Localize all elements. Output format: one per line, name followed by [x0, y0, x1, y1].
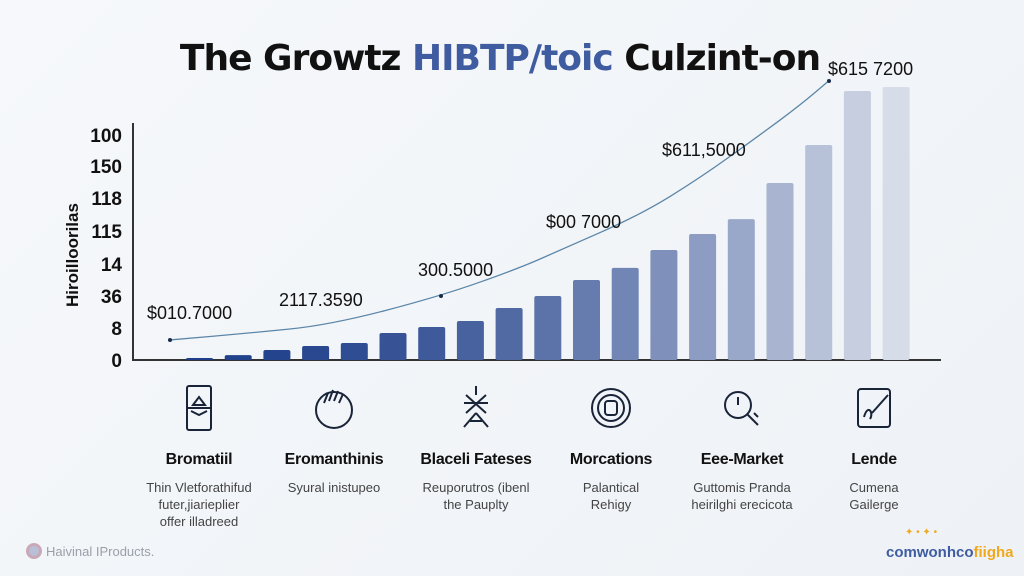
category-item: Bromatiil Thin Vletforathifud futer,jiari…	[129, 383, 269, 530]
category-name: Bromatiil	[165, 451, 233, 468]
trend-point	[168, 338, 172, 342]
data-label: $010.7000	[147, 303, 233, 323]
bar	[689, 234, 717, 360]
bar	[379, 333, 407, 360]
y-tick-label: 150	[90, 157, 122, 178]
data-label: 2117.3590	[279, 290, 363, 310]
sparkle-icon: ✦ • ✦ •	[905, 527, 938, 538]
desc-line: Palantical	[582, 480, 640, 495]
trend-point	[439, 294, 443, 298]
footer-brand-right: comwonhcofiigha	[886, 544, 1014, 561]
document-icon	[186, 385, 212, 431]
brand-name: Haivinal IProducts.	[46, 543, 155, 559]
bar	[340, 343, 368, 360]
bar	[727, 219, 755, 360]
data-label: $00 7000	[546, 212, 622, 232]
chart-title: The Growtz HIBTP/toic Culzint-on	[0, 38, 1000, 79]
desc-line: Thin Vletforathifud	[146, 480, 252, 495]
magnifier-icon	[724, 391, 759, 426]
category-name: Blaceli Fateses	[420, 451, 532, 468]
category-desc: Thin Vletforathifud futer,jiarieplier offe…	[129, 479, 269, 530]
bar	[766, 182, 794, 360]
category-item: Blaceli Fateses Reuporutros (ibenl the Pa…	[406, 383, 546, 513]
y-tick-label: 115	[91, 222, 122, 243]
desc-line: Rehigy	[590, 497, 632, 512]
trend-point	[827, 79, 831, 83]
desc-line: offer illadreed	[159, 514, 239, 529]
brand-logo-icon	[26, 543, 42, 559]
desc-line: futer,jiarieplier	[158, 497, 240, 512]
trend-line	[170, 79, 831, 341]
hands-icon	[315, 389, 353, 429]
desc-line: Gailerge	[849, 497, 899, 512]
category-item: Eee-Market Guttomis Pranda heirilghi erec…	[672, 383, 812, 513]
category-desc: Palantical Rehigy	[541, 479, 681, 513]
footer-brand-left: Haivinal IProducts.	[26, 543, 154, 559]
bar	[843, 91, 871, 360]
data-label: $611,5000	[662, 140, 746, 160]
desc-line: the Pauplty	[443, 497, 509, 512]
bar	[186, 357, 213, 360]
category-desc: Reuporutros (ibenl the Pauplty	[406, 479, 546, 513]
category-desc: Guttomis Pranda heirilghi erecicota	[672, 479, 812, 513]
desc-line: Guttomis Pranda	[693, 480, 791, 495]
category-name: Eee-Market	[700, 451, 784, 468]
bar	[611, 267, 639, 360]
signature-icon	[857, 388, 891, 428]
category-desc: Cumena Gailerge	[804, 479, 944, 513]
y-tick-label: 0	[111, 351, 122, 372]
title-accent: HIBTP/toic	[412, 38, 614, 79]
bar	[263, 349, 291, 360]
bar	[805, 145, 833, 360]
bar	[302, 345, 330, 360]
category-item: Morcations Palantical Rehigy	[541, 383, 681, 513]
title-part: The Growtz	[179, 38, 413, 79]
bar	[495, 308, 523, 360]
desc-line: heirilghi erecicota	[691, 497, 793, 512]
category-item: Eromanthinis Syural inistupeo	[264, 383, 404, 496]
network-icon	[463, 386, 489, 428]
badge-icon	[591, 388, 631, 428]
desc-line: Reuporutros (ibenl	[422, 480, 530, 495]
brand-name: comwonhco	[886, 544, 974, 561]
bar	[882, 87, 910, 360]
y-tick-label: 36	[100, 287, 122, 308]
y-tick-label: 8	[111, 319, 122, 340]
category-name: Lende	[851, 451, 897, 468]
y-tick-label: 100	[90, 126, 122, 147]
category-name: Eromanthinis	[284, 451, 384, 468]
bar	[224, 355, 252, 360]
data-label: 300.5000	[418, 260, 494, 280]
bar	[650, 250, 678, 360]
brand-name: fiigha	[973, 544, 1014, 561]
bar	[573, 279, 600, 360]
title-part: Culzint-on	[612, 38, 821, 79]
desc-line: Cumena	[849, 480, 899, 495]
y-tick-label: 14	[100, 255, 122, 276]
data-label: $615 7200	[828, 59, 914, 79]
y-tick-label: 118	[91, 189, 122, 210]
desc-line: Syural inistupeo	[287, 480, 381, 495]
category-name: Morcations	[569, 451, 653, 468]
bar	[534, 295, 562, 360]
category-item: Lende Cumena Gailerge	[804, 383, 944, 513]
bar	[456, 320, 484, 360]
bar	[418, 326, 446, 360]
category-desc: Syural inistupeo	[264, 479, 404, 496]
